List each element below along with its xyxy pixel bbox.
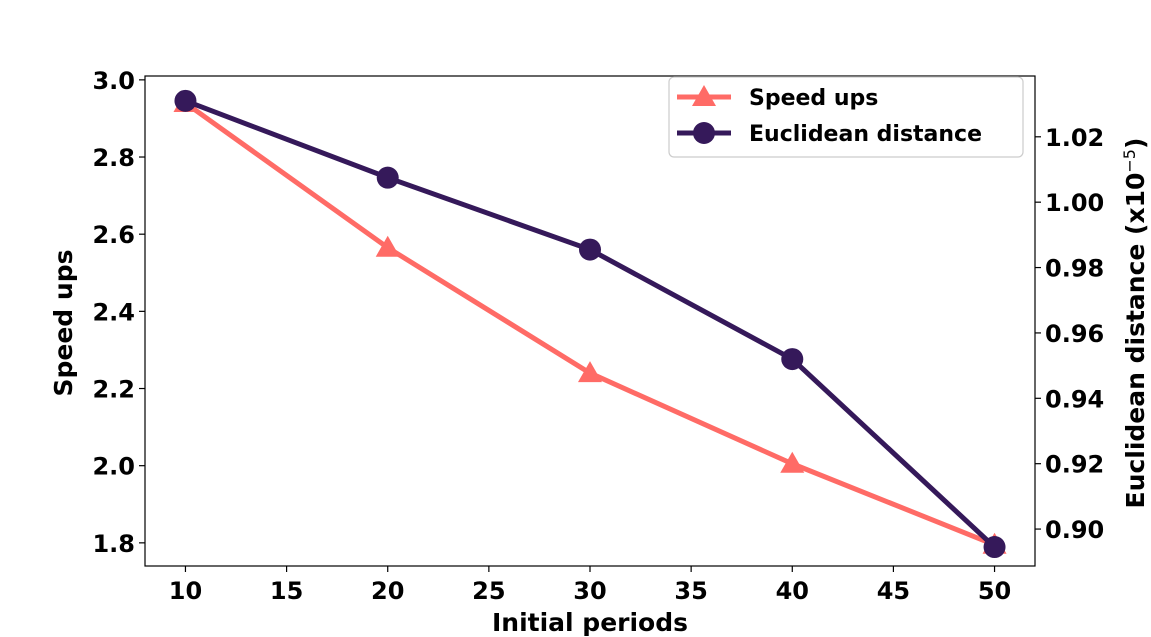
- legend-label-0: Speed ups: [749, 86, 878, 111]
- y-tick-label-3: 2.4: [92, 298, 135, 326]
- x-tick-label-1: 15: [270, 577, 303, 605]
- axes: 10 15 20 25 30 35 40 45 50 1.8 2.0 2.2 2.4 2.6 2.8 3.0 0…: [49, 67, 1150, 637]
- y-axis-title: Speed ups: [49, 250, 78, 397]
- legend-label-1: Euclidean distance: [749, 122, 982, 147]
- x-tick-label-4: 30: [573, 577, 606, 605]
- y-tick-label-6: 3.0: [92, 67, 135, 95]
- y2-tick-label-4: 0.98: [1045, 255, 1104, 283]
- plot-area: [173, 89, 1007, 559]
- series-line-1: [182, 98, 998, 550]
- series-0-point-3: [780, 451, 805, 473]
- series-0-point-1: [375, 235, 400, 257]
- y-tick-label-5: 2.8: [92, 144, 135, 172]
- y2-axis-title-exponent: −5: [1120, 149, 1139, 173]
- y2-axis-title-suffix: ): [1121, 138, 1150, 149]
- x-tick-label-7: 45: [877, 577, 910, 605]
- y2-axis-title: Euclidean distance (x10−5): [1120, 138, 1151, 509]
- y2-axis-title-main: Euclidean distance (x10: [1121, 173, 1150, 509]
- x-tick-label-8: 50: [978, 577, 1011, 605]
- x-tick-label-6: 40: [776, 577, 809, 605]
- series-1-point-1: [376, 166, 399, 189]
- y2-tick-label-0: 0.90: [1045, 516, 1104, 544]
- x-tick-label-3: 25: [472, 577, 505, 605]
- y2-tick-label-1: 0.92: [1045, 451, 1104, 479]
- series-1-point-2: [579, 238, 601, 261]
- x-axis-title: Initial periods: [492, 608, 688, 637]
- x-tick-label-2: 20: [371, 577, 404, 605]
- y2-tick-label-5: 1.00: [1045, 189, 1104, 217]
- x-tick-label-5: 35: [674, 577, 707, 605]
- legend-marker-0: [692, 85, 716, 106]
- series-1-point-0: [174, 89, 197, 112]
- y-tick-label-0: 1.8: [92, 530, 135, 558]
- y2-tick-label-6: 1.02: [1045, 124, 1104, 152]
- x-tick-label-0: 10: [169, 577, 202, 605]
- legend-box: [668, 76, 1024, 158]
- legend: Speed ups Euclidean distance: [668, 76, 1024, 158]
- y2-tick-label-3: 0.96: [1045, 320, 1104, 348]
- y-tick-label-1: 2.0: [92, 453, 135, 481]
- y-tick-label-2: 2.2: [92, 376, 135, 404]
- legend-marker-1: [693, 122, 715, 144]
- series-1-point-4: [983, 536, 1006, 559]
- series-1-point-3: [781, 348, 804, 371]
- y2-tick-label-2: 0.94: [1045, 385, 1104, 413]
- y-tick-label-4: 2.6: [92, 221, 135, 249]
- series-line-0: [182, 100, 998, 548]
- series-0-point-2: [578, 361, 602, 383]
